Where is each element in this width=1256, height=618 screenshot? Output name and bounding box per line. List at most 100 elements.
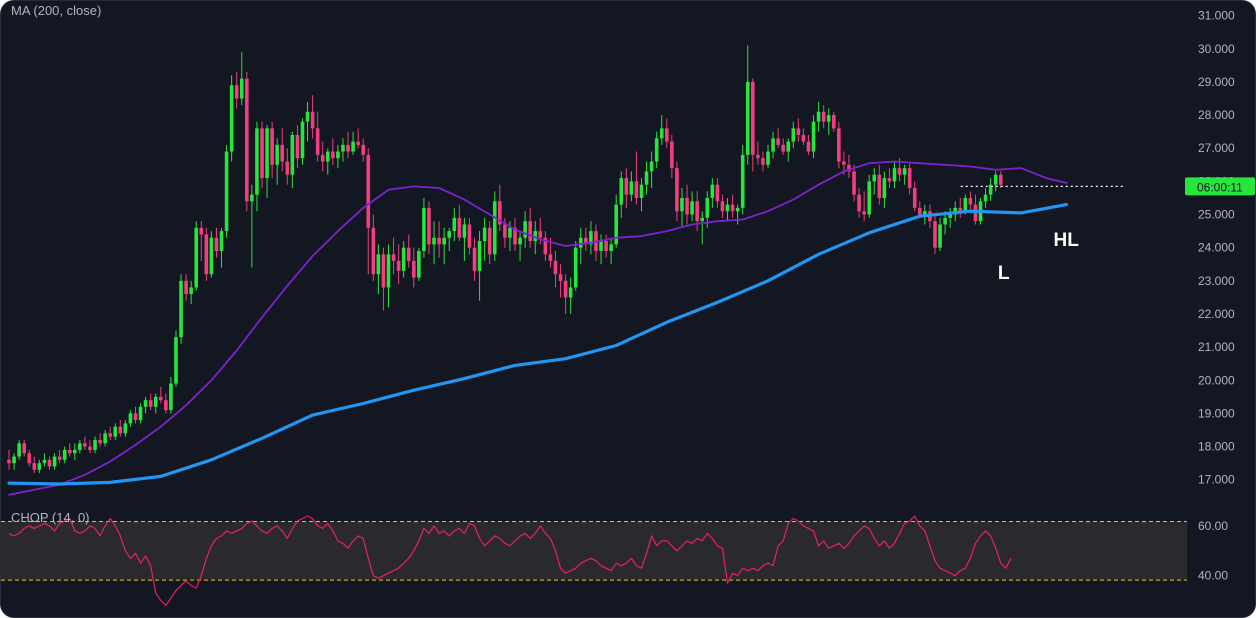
candle	[614, 194, 618, 248]
candle	[988, 178, 993, 202]
candle	[391, 237, 396, 275]
annotation-label: HL	[1053, 230, 1079, 251]
candle-body	[300, 121, 305, 159]
candle-body	[543, 237, 548, 255]
candle	[123, 420, 128, 437]
candle-body	[346, 144, 350, 152]
candle	[816, 101, 821, 132]
candle	[700, 211, 705, 245]
candle-body	[786, 141, 791, 152]
candle-body	[887, 178, 892, 182]
candle	[103, 430, 107, 447]
candle	[386, 244, 391, 308]
candle-body	[670, 141, 674, 169]
candle	[250, 184, 254, 268]
candle-body	[604, 241, 608, 251]
candle-body	[867, 181, 871, 215]
candle	[427, 201, 431, 255]
candle	[32, 456, 37, 474]
candle	[877, 164, 882, 205]
candle	[285, 148, 290, 185]
candle	[138, 403, 143, 424]
candle	[791, 121, 796, 149]
candle	[128, 410, 133, 427]
candle	[639, 178, 644, 212]
candle	[467, 217, 472, 255]
candle-body	[295, 134, 300, 159]
candle	[315, 111, 320, 162]
candle	[948, 207, 952, 228]
candle-body	[245, 78, 249, 202]
candle	[432, 221, 436, 265]
candle-body	[285, 161, 290, 175]
candle-body	[862, 211, 866, 215]
candle-body	[998, 174, 1003, 185]
candle-body	[528, 221, 532, 242]
candle-body	[943, 217, 947, 225]
candle-body	[118, 426, 123, 434]
candle-body	[533, 231, 538, 242]
candle-body	[781, 144, 785, 152]
candle	[776, 128, 780, 149]
candle-body	[128, 413, 133, 424]
candle	[756, 141, 760, 165]
candle-body	[826, 115, 831, 122]
candle	[720, 194, 725, 218]
candle	[882, 171, 887, 208]
candle	[558, 264, 563, 298]
candle-body	[32, 463, 37, 470]
candle-body	[634, 181, 639, 198]
candle	[690, 191, 694, 222]
candle-body	[801, 134, 806, 142]
candle-body	[143, 400, 148, 407]
candle-body	[614, 204, 618, 245]
candle	[331, 138, 335, 165]
candle-body	[148, 400, 153, 407]
chop-band	[1, 520, 1187, 581]
candle	[57, 449, 62, 464]
candle-body	[523, 221, 527, 238]
candle	[194, 221, 199, 291]
candle	[346, 131, 350, 159]
annotations: L HL	[998, 230, 1079, 284]
candle	[422, 197, 426, 258]
candle	[260, 121, 264, 189]
candle	[290, 131, 295, 189]
candle	[578, 227, 583, 265]
candle	[654, 131, 659, 169]
chop-line	[8, 515, 1012, 607]
candle	[523, 211, 527, 248]
price-tick-label: 28.000	[1198, 108, 1235, 122]
candle	[300, 118, 305, 165]
candle-body	[563, 280, 568, 298]
candle	[513, 217, 517, 251]
candle	[239, 52, 244, 106]
candle-body	[791, 128, 796, 142]
candle	[325, 148, 330, 175]
candle	[199, 221, 204, 261]
candle	[604, 234, 608, 258]
candle	[245, 71, 249, 212]
chop-legend: CHOP (14, 0)	[11, 510, 90, 525]
candle-body	[589, 231, 593, 245]
candle	[98, 433, 102, 447]
chop-indicator-line	[8, 515, 1012, 607]
candle	[295, 125, 300, 169]
candle-body	[174, 337, 178, 384]
candle-body	[47, 459, 52, 467]
candle-body	[756, 154, 760, 159]
candle-body	[558, 274, 563, 281]
price-tick-label: 27.000	[1198, 141, 1235, 155]
candle-body	[852, 171, 856, 195]
candle-body	[153, 396, 158, 407]
candle	[543, 231, 548, 261]
candle-body	[67, 449, 72, 454]
indicator-tick-label: 60.00	[1198, 519, 1228, 533]
candle	[781, 138, 785, 155]
candle	[933, 214, 937, 255]
candle-body	[902, 168, 907, 175]
candle-body	[219, 231, 224, 251]
